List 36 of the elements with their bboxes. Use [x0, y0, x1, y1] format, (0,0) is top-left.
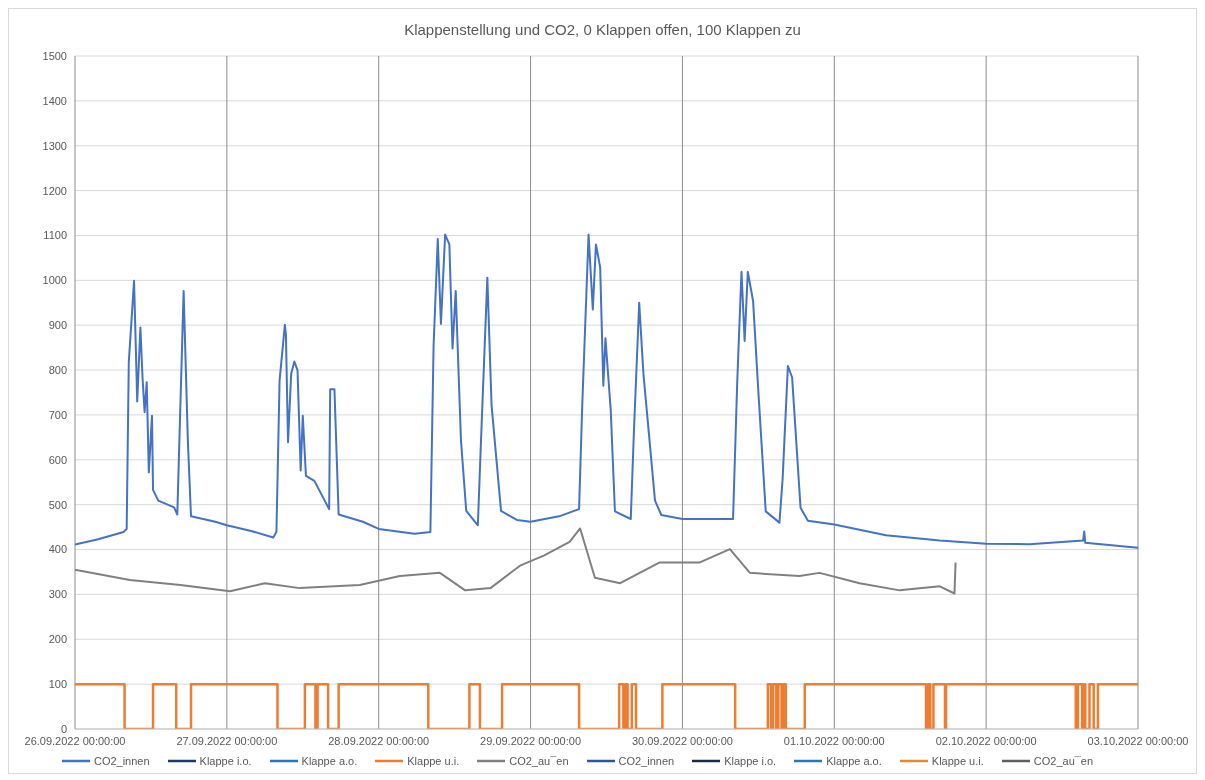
legend-label: Klappe u.i. — [930, 755, 984, 767]
x-tick-label: 30.09.2022 00:00:00 — [631, 734, 733, 747]
y-tick-label: 1300 — [42, 139, 67, 152]
x-tick-label: 26.09.2022 00:00:00 — [24, 734, 126, 747]
y-tick-label: 1400 — [42, 94, 67, 107]
legend-label: CO2_au¯en — [1032, 755, 1094, 767]
chart-title: Klappenstellung und CO2, 0 Klappen offen, 100 Klappen zu — [403, 20, 802, 38]
legend-label: CO2_innen — [92, 755, 150, 767]
y-tick-label: 500 — [48, 498, 67, 511]
legend-label: CO2_innen — [617, 755, 675, 767]
x-tick-label: 28.09.2022 00:00:00 — [328, 734, 430, 747]
line-series — [75, 233, 1138, 549]
y-tick-label: 800 — [48, 363, 67, 376]
y-tick-label: 300 — [48, 588, 67, 601]
y-tick-label: 1500 — [42, 49, 67, 62]
y-tick-label: 200 — [48, 633, 67, 646]
y-tick-label: 1100 — [43, 229, 67, 242]
x-tick-label: 02.10.2022 00:00:00 — [935, 734, 1037, 747]
y-tick-label: 900 — [48, 319, 67, 332]
legend-label: Klappe a.o. — [825, 755, 882, 767]
legend-label: CO2_au¯en — [508, 755, 569, 767]
x-tick-label: 01.10.2022 00:00:00 — [783, 734, 885, 747]
x-tick-label: 03.10.2022 00:00:00 — [1087, 734, 1189, 747]
y-tick-label: 400 — [48, 543, 67, 556]
x-tick-label: 27.09.2022 00:00:00 — [176, 734, 278, 747]
y-tick-label: 700 — [48, 408, 67, 421]
y-tick-label: 1200 — [42, 184, 67, 197]
legend-label: Klappe i.o. — [723, 755, 777, 767]
y-tick-label: 0 — [60, 722, 67, 735]
legend-label: Klappe a.o. — [300, 755, 358, 767]
legend-label: Klappe i.o. — [198, 755, 252, 767]
y-tick-label: 600 — [48, 453, 67, 466]
y-tick-label: 1000 — [42, 274, 67, 287]
x-tick-label: 29.09.2022 00:00:00 — [480, 734, 582, 747]
y-tick-label: 100 — [48, 678, 67, 691]
legend-label: Klappe u.i. — [406, 755, 460, 767]
